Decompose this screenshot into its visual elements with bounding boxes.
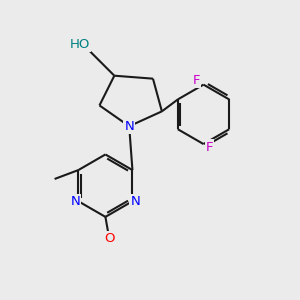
Text: N: N bbox=[70, 195, 80, 208]
Text: N: N bbox=[124, 120, 134, 133]
Text: N: N bbox=[130, 195, 140, 208]
Text: O: O bbox=[105, 232, 115, 245]
Text: HO: HO bbox=[70, 38, 90, 51]
Text: F: F bbox=[192, 74, 200, 87]
Text: F: F bbox=[206, 140, 213, 154]
